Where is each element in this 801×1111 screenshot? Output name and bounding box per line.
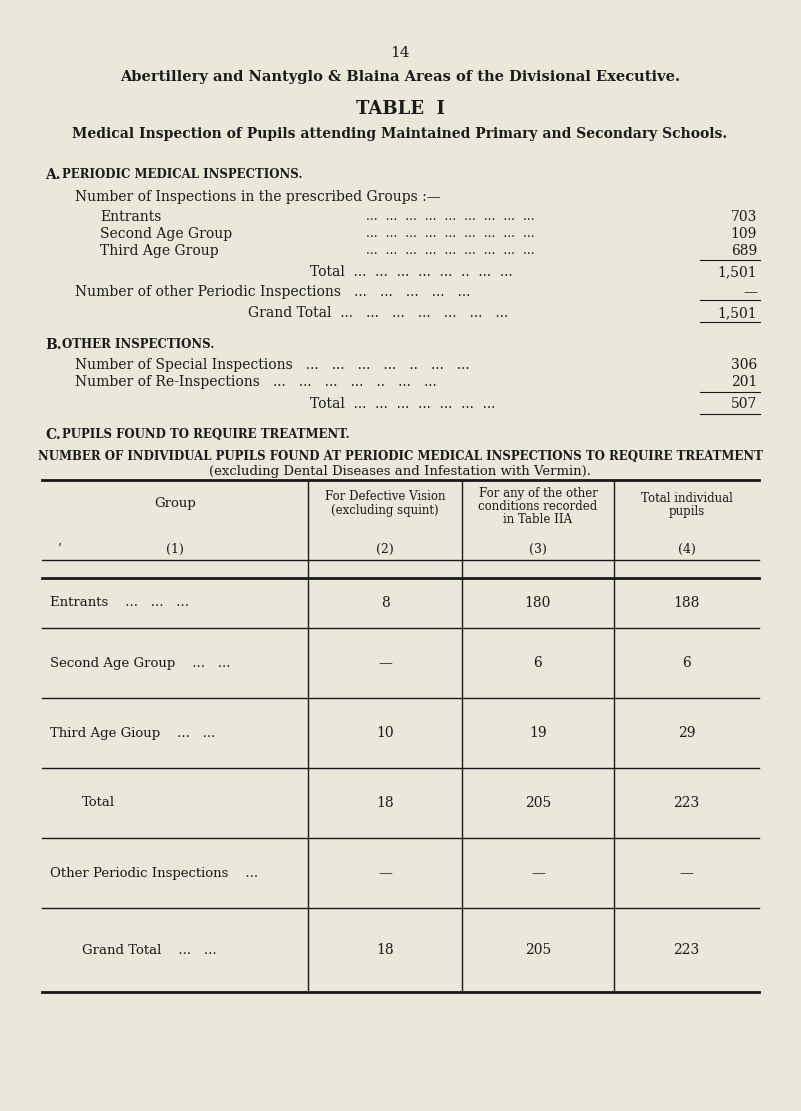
Text: 188: 188 bbox=[674, 595, 700, 610]
Text: 205: 205 bbox=[525, 943, 551, 957]
Text: 8: 8 bbox=[380, 595, 389, 610]
Text: PUPILS FOUND TO REQUIRE TREATMENT.: PUPILS FOUND TO REQUIRE TREATMENT. bbox=[62, 428, 349, 441]
Text: For any of the other: For any of the other bbox=[478, 487, 598, 500]
Text: ’: ’ bbox=[57, 543, 61, 556]
Text: Second Age Group: Second Age Group bbox=[100, 227, 232, 241]
Text: NUMBER OF INDIVIDUAL PUPILS FOUND AT PERIODIC MEDICAL INSPECTIONS TO REQUIRE TRE: NUMBER OF INDIVIDUAL PUPILS FOUND AT PER… bbox=[38, 450, 763, 463]
Text: 223: 223 bbox=[674, 943, 699, 957]
Text: Group: Group bbox=[154, 497, 196, 510]
Text: Third Age Group: Third Age Group bbox=[100, 244, 219, 258]
Text: 201: 201 bbox=[731, 376, 757, 389]
Text: TABLE  I: TABLE I bbox=[356, 100, 445, 118]
Text: 6: 6 bbox=[533, 655, 542, 670]
Text: —: — bbox=[378, 865, 392, 880]
Text: 10: 10 bbox=[376, 725, 394, 740]
Text: 223: 223 bbox=[674, 795, 699, 810]
Text: Second Age Group    ...   ...: Second Age Group ... ... bbox=[50, 657, 231, 670]
Text: 703: 703 bbox=[731, 210, 757, 224]
Text: (excluding squint): (excluding squint) bbox=[331, 504, 439, 517]
Text: Number of Re-Inspections   ...   ...   ...   ...   ..   ...   ...: Number of Re-Inspections ... ... ... ...… bbox=[75, 376, 437, 389]
Text: 306: 306 bbox=[731, 358, 757, 372]
Text: —: — bbox=[743, 286, 757, 299]
Text: For Defective Vision: For Defective Vision bbox=[324, 490, 445, 503]
Text: PERIODIC MEDICAL INSPECTIONS.: PERIODIC MEDICAL INSPECTIONS. bbox=[62, 168, 303, 181]
Text: 205: 205 bbox=[525, 795, 551, 810]
Text: Number of Inspections in the prescribed Groups :—: Number of Inspections in the prescribed … bbox=[75, 190, 441, 204]
Text: Total  ...  ...  ...  ...  ...  ..  ...  ...: Total ... ... ... ... ... .. ... ... bbox=[310, 266, 513, 279]
Text: 18: 18 bbox=[376, 943, 394, 957]
Text: Total  ...  ...  ...  ...  ...  ...  ...: Total ... ... ... ... ... ... ... bbox=[310, 397, 495, 411]
Text: 109: 109 bbox=[731, 227, 757, 241]
Text: Total: Total bbox=[82, 797, 115, 810]
Text: Grand Total  ...   ...   ...   ...   ...   ...   ...: Grand Total ... ... ... ... ... ... ... bbox=[248, 306, 509, 320]
Text: ...  ...  ...  ...  ...  ...  ...  ...  ...: ... ... ... ... ... ... ... ... ... bbox=[366, 244, 534, 257]
Text: C.: C. bbox=[45, 428, 61, 442]
Text: 180: 180 bbox=[525, 595, 551, 610]
Text: 29: 29 bbox=[678, 725, 695, 740]
Text: Third Age Gioup    ...   ...: Third Age Gioup ... ... bbox=[50, 727, 215, 740]
Text: Total individual: Total individual bbox=[641, 492, 732, 506]
Text: Number of Special Inspections   ...   ...   ...   ...   ..   ...   ...: Number of Special Inspections ... ... ..… bbox=[75, 358, 469, 372]
Text: conditions recorded: conditions recorded bbox=[478, 500, 598, 513]
Text: (4): (4) bbox=[678, 543, 695, 556]
Text: Number of other Periodic Inspections   ...   ...   ...   ...   ...: Number of other Periodic Inspections ...… bbox=[75, 286, 470, 299]
Text: 6: 6 bbox=[682, 655, 691, 670]
Text: A.: A. bbox=[45, 168, 61, 182]
Text: pupils: pupils bbox=[668, 506, 705, 518]
Text: Grand Total    ...   ...: Grand Total ... ... bbox=[82, 943, 216, 957]
Text: Other Periodic Inspections    ...: Other Periodic Inspections ... bbox=[50, 867, 258, 880]
Text: 689: 689 bbox=[731, 244, 757, 258]
Text: 507: 507 bbox=[731, 397, 757, 411]
Text: B.: B. bbox=[45, 338, 62, 352]
Text: ...  ...  ...  ...  ...  ...  ...  ...  ...: ... ... ... ... ... ... ... ... ... bbox=[366, 210, 534, 223]
Text: ...  ...  ...  ...  ...  ...  ...  ...  ...: ... ... ... ... ... ... ... ... ... bbox=[366, 227, 534, 240]
Text: 1,501: 1,501 bbox=[718, 266, 757, 279]
Text: Entrants    ...   ...   ...: Entrants ... ... ... bbox=[50, 597, 189, 610]
Text: —: — bbox=[679, 865, 694, 880]
Text: 19: 19 bbox=[529, 725, 547, 740]
Text: (2): (2) bbox=[376, 543, 394, 556]
Text: Entrants: Entrants bbox=[100, 210, 161, 224]
Text: (excluding Dental Diseases and Infestation with Vermin).: (excluding Dental Diseases and Infestati… bbox=[209, 466, 591, 478]
Text: Medical Inspection of Pupils attending Maintained Primary and Secondary Schools.: Medical Inspection of Pupils attending M… bbox=[72, 127, 727, 141]
Text: —: — bbox=[531, 865, 545, 880]
Text: Abertillery and Nantyglo & Blaina Areas of the Divisional Executive.: Abertillery and Nantyglo & Blaina Areas … bbox=[120, 70, 680, 84]
Text: —: — bbox=[378, 655, 392, 670]
Text: 14: 14 bbox=[390, 46, 410, 60]
Text: in Table IIA: in Table IIA bbox=[504, 513, 573, 526]
Text: 18: 18 bbox=[376, 795, 394, 810]
Text: (1): (1) bbox=[166, 543, 184, 556]
Text: (3): (3) bbox=[529, 543, 547, 556]
Text: OTHER INSPECTIONS.: OTHER INSPECTIONS. bbox=[62, 338, 215, 351]
Text: 1,501: 1,501 bbox=[718, 306, 757, 320]
